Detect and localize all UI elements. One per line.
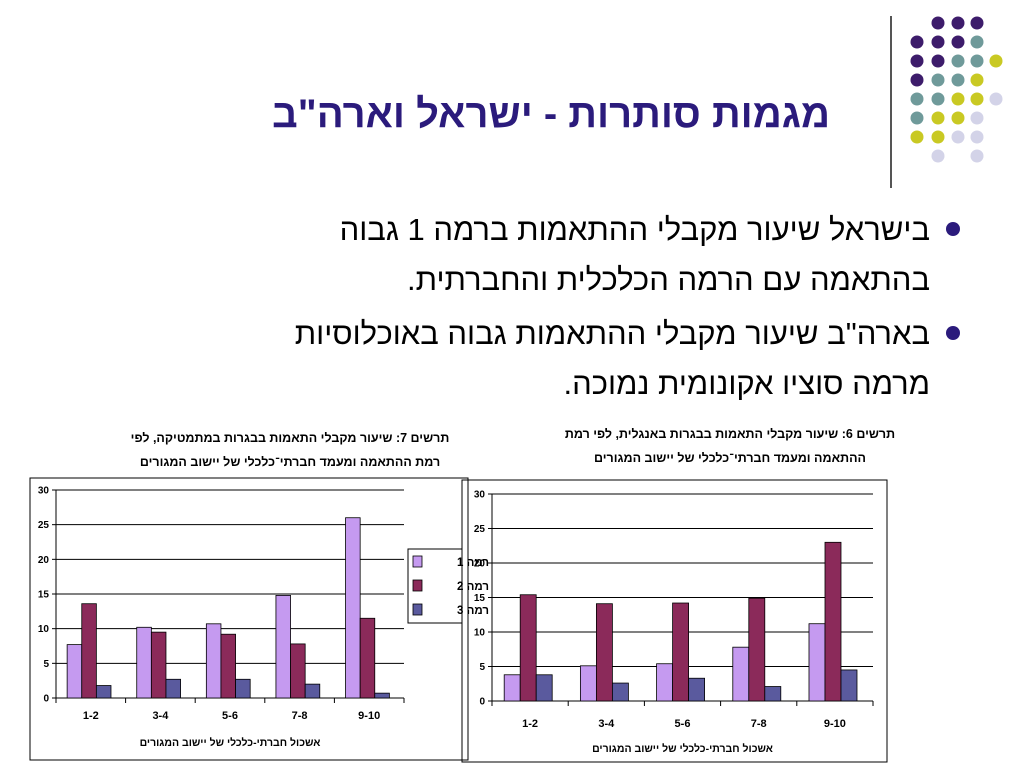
legend-swatch xyxy=(412,603,423,616)
decor-dot xyxy=(951,92,965,106)
decor-dot xyxy=(931,149,945,163)
decor-dot xyxy=(931,92,945,106)
bar xyxy=(81,603,97,699)
title-divider-line xyxy=(890,16,892,188)
chart-title: תרשים 7: שיעור מקבלי התאמות בבגרות במתמט… xyxy=(80,426,500,474)
decor-dot xyxy=(970,73,984,87)
decor-dot xyxy=(931,54,945,68)
bar xyxy=(235,678,251,699)
y-tick-label: 20 xyxy=(38,555,50,566)
decor-dot xyxy=(989,54,1003,68)
x-tick-label: 9-10 xyxy=(358,710,380,722)
x-tick-label: 3-4 xyxy=(152,710,169,722)
bullet-text-line: בישראל שיעור מקבלי ההתאמות ברמה 1 גבוה xyxy=(339,212,930,247)
decor-dot xyxy=(910,73,924,87)
y-tick-label: 10 xyxy=(38,624,50,635)
decor-dot xyxy=(931,130,945,144)
chart-title-line: תרשים 7: שיעור מקבלי התאמות בבגרות במתמט… xyxy=(130,431,450,445)
decor-dot xyxy=(910,111,924,125)
legend-swatch xyxy=(412,579,423,592)
bar xyxy=(275,594,291,699)
legend-label: רמה 2 xyxy=(457,581,489,593)
bar xyxy=(66,644,83,699)
y-tick-label: 25 xyxy=(38,520,50,531)
decor-dot xyxy=(931,73,945,87)
decor-dot xyxy=(989,92,1003,106)
decor-dot xyxy=(951,35,965,49)
decor-dot xyxy=(931,111,945,125)
y-tick-label: 15 xyxy=(38,590,50,601)
decor-dot xyxy=(970,54,984,68)
decor-dot xyxy=(951,130,965,144)
y-tick-label: 5 xyxy=(43,659,49,670)
bullet-dot-icon xyxy=(946,326,960,340)
bar xyxy=(205,623,222,699)
y-tick-label: 0 xyxy=(43,694,49,705)
legend-label: רמה 3 xyxy=(457,605,489,617)
x-tick-label: 7-8 xyxy=(292,710,308,722)
bullet-list: בישראל שיעור מקבלי ההתאמות ברמה 1 גבוה ב… xyxy=(100,205,960,413)
bar xyxy=(136,626,152,699)
bar xyxy=(220,633,236,699)
decor-dot xyxy=(970,16,984,30)
bullet-text-line: בהתאמה עם הרמה הכלכלית והחברתית. xyxy=(407,262,930,297)
bullet-dot-icon xyxy=(946,222,960,236)
decor-dot xyxy=(970,35,984,49)
bullet-text-line: מרמה סוציו אקונומית נמוכה. xyxy=(563,366,931,401)
x-tick-label: 1-2 xyxy=(83,710,99,722)
chart-title-line: רמת ההתאמה ומעמד חברתי־כלכלי של יישוב המ… xyxy=(139,455,441,469)
decor-dot xyxy=(970,111,984,125)
decor-dot xyxy=(951,73,965,87)
slide-title: מגמות סותרות - ישראל וארה"ב xyxy=(272,92,830,136)
bar xyxy=(304,683,321,699)
decor-dot xyxy=(951,16,965,30)
decor-dot xyxy=(931,35,945,49)
decor-dot xyxy=(951,54,965,68)
decor-dot xyxy=(910,92,924,106)
decor-dot xyxy=(970,149,984,163)
decor-dot xyxy=(910,35,924,49)
bullet-text-line: בארה"ב שיעור מקבלי ההתאמות גבוה באוכלוסי… xyxy=(294,316,930,351)
chart-title-line: ההתאמה ומעמד חברתי־כלכלי של יישוב המגורי… xyxy=(594,451,866,465)
bar xyxy=(359,617,376,699)
decor-dot xyxy=(970,92,984,106)
decorative-dot-grid xyxy=(910,16,1003,163)
decor-dot xyxy=(910,54,924,68)
decor-dot xyxy=(970,130,984,144)
legend-label: רמה 1 xyxy=(457,557,489,569)
legend-swatch xyxy=(412,555,423,568)
bar xyxy=(290,643,306,699)
bar xyxy=(374,692,390,699)
chart-title-line: תרשים 6: שיעור מקבלי התאמות בבגרות באנגל… xyxy=(564,427,896,441)
bullet-item: בישראל שיעור מקבלי ההתאמות ברמה 1 גבוה ב… xyxy=(100,205,960,305)
bar xyxy=(165,678,181,699)
bullet-item: בארה"ב שיעור מקבלי ההתאמות גבוה באוכלוסי… xyxy=(100,309,960,409)
decor-dot xyxy=(951,111,965,125)
bar xyxy=(150,631,167,699)
decor-dot xyxy=(910,130,924,144)
x-tick-label: 5-6 xyxy=(222,710,238,722)
x-axis-title: אשכול חברתי-כלכלי של יישוב המגורים xyxy=(140,737,321,749)
bar xyxy=(345,517,361,699)
chart-title: תרשים 6: שיעור מקבלי התאמות בבגרות באנגל… xyxy=(520,422,940,470)
decor-dot xyxy=(931,16,945,30)
y-tick-label: 30 xyxy=(38,486,50,497)
bar xyxy=(95,685,112,699)
